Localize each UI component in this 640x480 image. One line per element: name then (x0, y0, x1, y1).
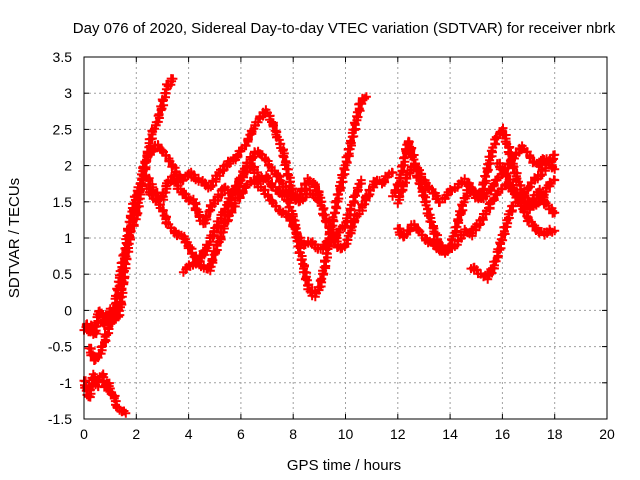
plot-frame (83, 56, 608, 420)
data-points (79, 74, 560, 418)
x-tick-label: 12 (390, 426, 406, 442)
y-tick-label: 0 (64, 302, 72, 318)
x-tick-label: 0 (80, 426, 88, 442)
x-tick-label: 2 (132, 426, 140, 442)
x-tick-label: 16 (495, 426, 511, 442)
y-tick-labels: -1.5 -1 -0.5 0 0.5 1 1.5 2 2.5 3 3.5 (48, 49, 72, 427)
plus-markers (178, 146, 398, 277)
y-tick-label: 3 (64, 85, 72, 101)
y-tick-label: 1 (64, 230, 72, 246)
y-tick-label: -1.5 (48, 411, 72, 427)
x-tick-label: 18 (547, 426, 563, 442)
x-tick-label: 10 (338, 426, 354, 442)
x-tick-label: 4 (185, 426, 193, 442)
x-tick-label: 6 (237, 426, 245, 442)
x-tick-label: 14 (442, 426, 458, 442)
y-tick-label: -1 (60, 375, 73, 391)
y-tick-label: 1.5 (53, 194, 73, 210)
x-tick-label: 20 (599, 426, 615, 442)
y-tick-label: 0.5 (53, 266, 73, 282)
y-axis-title: SDTVAR / TECUs (6, 178, 23, 298)
plus-markers (492, 158, 560, 240)
x-tick-labels: 0 2 4 6 8 10 12 14 16 18 20 (80, 426, 615, 442)
y-tick-label: 2 (64, 158, 72, 174)
x-axis-title: GPS time / hours (287, 457, 401, 474)
x-tick-label: 8 (289, 426, 297, 442)
y-tick-label: 2.5 (53, 121, 73, 137)
series-track-6 (178, 146, 398, 277)
y-tick-label: 3.5 (53, 49, 73, 65)
y-tick-label: -0.5 (48, 339, 72, 355)
series-track-11 (492, 158, 560, 240)
chart-title: Day 076 of 2020, Sidereal Day-to-day VTE… (73, 20, 616, 37)
